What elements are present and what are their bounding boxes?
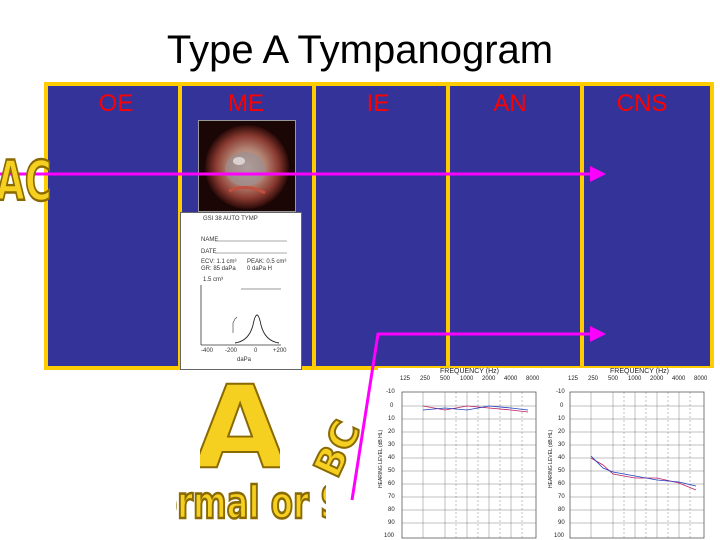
freq-label: 500 (440, 376, 451, 382)
report-scale: 1.5 cm³ (203, 277, 224, 283)
level-label: 50 (388, 468, 395, 474)
level-label: 30 (558, 442, 565, 448)
report-name-label: NAME (201, 237, 219, 243)
report-gr: GR: 85 daPa (201, 266, 236, 272)
level-label: 70 (388, 494, 395, 500)
ac-badge: AC (0, 148, 50, 210)
freq-label: 1000 (460, 376, 474, 382)
level-label: 80 (388, 507, 395, 513)
ac-arrow-head (590, 166, 606, 182)
bc-arrow-head (590, 326, 606, 342)
audiogram-left: FREQUENCY (Hz) 125 250 500 1000 2000 400… (378, 368, 548, 540)
column-heading-ie: IE (366, 90, 390, 117)
report-ecv: ECV: 1.1 cm³ (201, 259, 237, 265)
freq-label: 8000 (694, 376, 708, 382)
bc-badge-text: BC (310, 414, 369, 480)
panel-ie (316, 86, 446, 366)
audiogram-right-title: FREQUENCY (Hz) (610, 368, 669, 375)
level-label: 10 (388, 416, 395, 422)
level-label: 100 (384, 533, 395, 539)
result-letter-badge: A (200, 368, 280, 478)
result-caption: Normal or SN (176, 478, 326, 526)
result-letter: A (200, 368, 280, 478)
level-label: -10 (386, 389, 395, 395)
freq-label: 125 (568, 376, 579, 382)
panel-cns (584, 86, 710, 366)
level-label: 20 (388, 429, 395, 435)
level-label: 70 (558, 494, 565, 500)
level-label: 80 (558, 507, 565, 513)
bc-arrow-line (350, 332, 592, 501)
report-x-unit: daPa (237, 357, 252, 363)
freq-label: 2000 (482, 376, 496, 382)
report-x-tick: +200 (273, 348, 287, 354)
level-label: 60 (388, 481, 395, 487)
freq-label: 125 (400, 376, 411, 382)
report-x-tick: -200 (225, 348, 238, 354)
report-date-label: DATE (201, 249, 217, 255)
report-peak: PEAK: 0.5 cm³ (247, 259, 287, 265)
report-header: GSI 38 AUTO TYMP (203, 216, 258, 222)
freq-label: 4000 (672, 376, 686, 382)
level-label: -10 (556, 389, 565, 395)
level-label: 0 (390, 403, 394, 409)
audiogram-right: FREQUENCY (Hz) 125 250 500 1000 2000 400… (548, 368, 718, 540)
slide-title: Type A Tympanogram (166, 28, 554, 72)
level-label: 0 (560, 403, 564, 409)
audiogram-right-grid (569, 391, 705, 539)
level-label: 90 (558, 520, 565, 526)
column-heading-oe: OE (98, 90, 134, 117)
ac-badge-text: AC (0, 149, 50, 210)
report-x-tick: -400 (201, 348, 214, 354)
eardrum-image (198, 120, 296, 212)
freq-label: 250 (420, 376, 431, 382)
level-label: 100 (554, 533, 565, 539)
freq-label: 500 (608, 376, 619, 382)
report-x-tick: 0 (254, 348, 258, 354)
freq-label: 4000 (504, 376, 518, 382)
level-label: 40 (388, 455, 395, 461)
panel-oe (48, 86, 178, 366)
level-label: 50 (558, 468, 565, 474)
freq-label: 2000 (650, 376, 664, 382)
audiogram-left-title: FREQUENCY (Hz) (440, 368, 499, 375)
freq-label: 8000 (526, 376, 540, 382)
level-label: 10 (558, 416, 565, 422)
tympanogram-report: GSI 38 AUTO TYMP NAME DATE ECV: 1.1 cm³ … (180, 212, 302, 370)
tympanogram-curve (200, 240, 287, 346)
column-heading-me: ME (228, 90, 264, 117)
level-label: 30 (388, 442, 395, 448)
panel-an (450, 86, 580, 366)
column-heading-an: AN (493, 90, 527, 117)
level-label: 90 (388, 520, 395, 526)
report-peak-pressure: 0 daPa H (247, 266, 273, 272)
column-heading-cns: CNS (616, 90, 668, 117)
bc-badge: BC (310, 413, 370, 480)
result-caption-badge: Normal or SN (176, 477, 326, 526)
level-label: 60 (558, 481, 565, 487)
level-label: 40 (558, 455, 565, 461)
freq-label: 250 (588, 376, 599, 382)
audiogram-left-grid (401, 391, 537, 539)
level-label: 20 (558, 429, 565, 435)
freq-label: 1000 (628, 376, 642, 382)
